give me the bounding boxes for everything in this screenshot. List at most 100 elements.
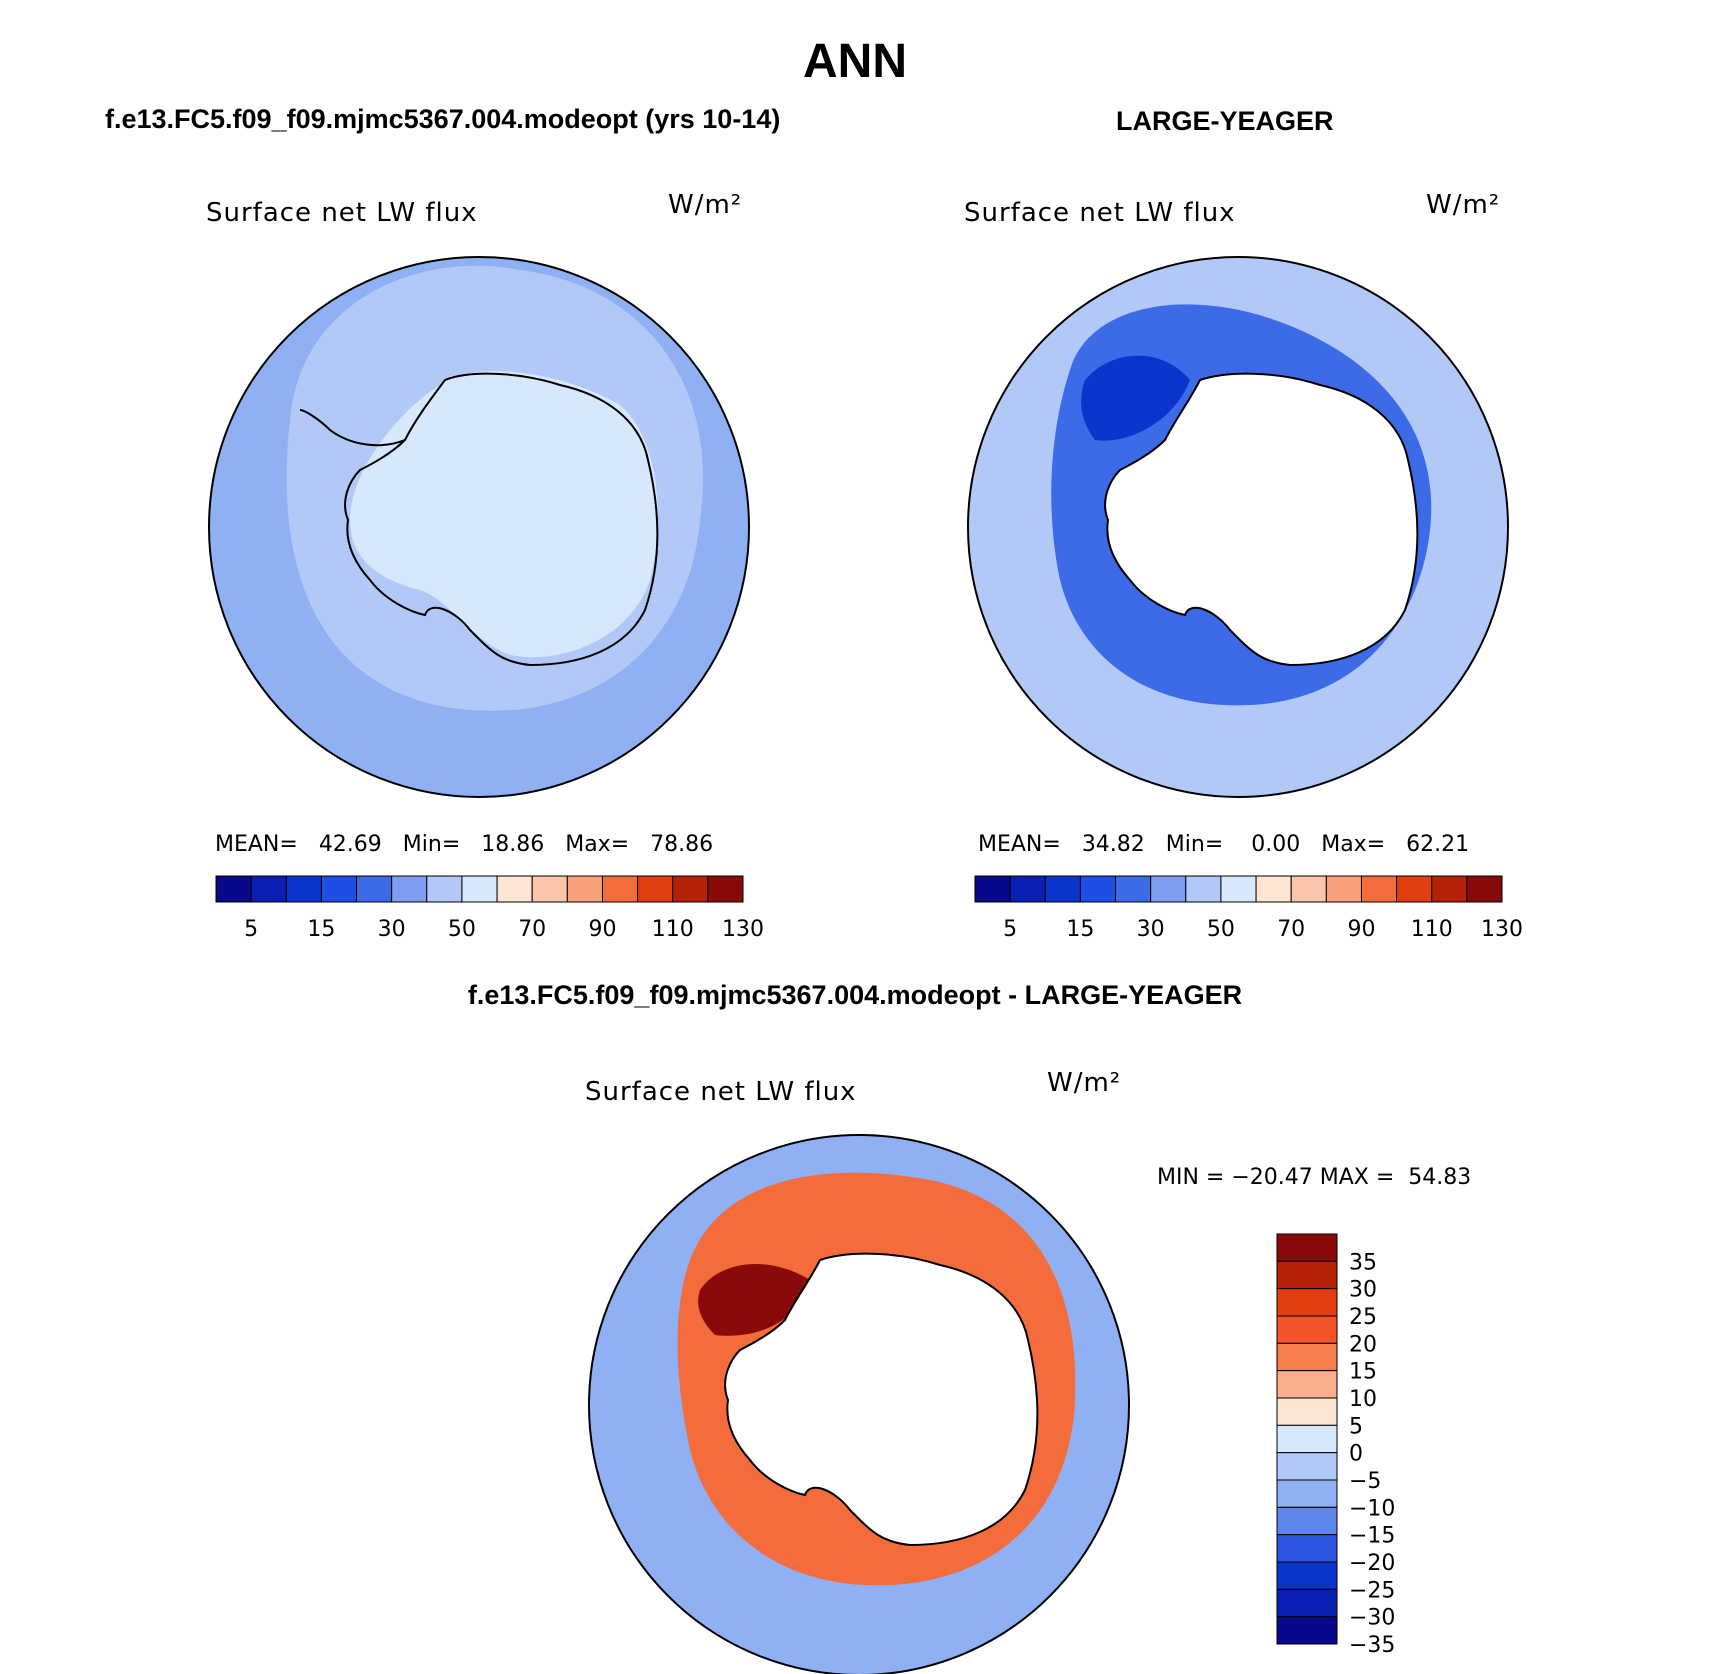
model-min-value: 18.86 [481, 832, 545, 857]
model-colorbar-swatch [356, 875, 393, 903]
model-colorbar-swatch [496, 875, 533, 903]
model-max-value: 78.86 [650, 832, 714, 857]
model-min-label: Min= [402, 832, 461, 857]
diff-colorbar-swatch [1276, 1534, 1338, 1563]
obs-stats: MEAN= 34.82 Min= 0.00 Max= 62.21 [978, 832, 1469, 857]
obs-colorbar-swatch [1360, 875, 1398, 903]
diff-colorbar-swatch [1276, 1342, 1338, 1372]
obs-colorbar-tick-label: 130 [1481, 917, 1523, 942]
diff-colorbar-tick-label: 5 [1349, 1414, 1363, 1439]
obs-colorbar-swatch [1325, 875, 1362, 903]
diff-colorbar-swatch [1276, 1397, 1338, 1426]
model-colorbar-swatch [707, 875, 744, 903]
diff-colorbar-tick-label: 15 [1349, 1360, 1377, 1385]
diff-colorbar-swatch [1276, 1424, 1338, 1454]
model-max-label: Max= [565, 832, 630, 857]
obs-colorbar-tick-label: 50 [1207, 917, 1235, 942]
model-units-label: W/m² [668, 190, 743, 220]
model-colorbar-tick-label: 70 [518, 917, 546, 942]
diff-colorbar-tick-label: 25 [1349, 1305, 1377, 1330]
obs-colorbar-swatch [1396, 875, 1433, 903]
diff-colorbar-swatch [1276, 1233, 1338, 1262]
model-panel-header: f.e13.FC5.f09_f09.mjmc5367.004.modeopt (… [105, 104, 781, 134]
diff-colorbar-swatch [1276, 1588, 1338, 1618]
obs-colorbar-tick-label: 15 [1066, 917, 1094, 942]
obs-variable-label: Surface net LW flux [964, 198, 1236, 228]
obs-colorbar-swatch [1115, 875, 1152, 903]
obs-colorbar-swatch [1044, 875, 1081, 903]
diff-panel-header: f.e13.FC5.f09_f09.mjmc5367.004.modeopt -… [467, 980, 1243, 1010]
obs-colorbar-tick-label: 110 [1411, 917, 1453, 942]
obs-colorbar-swatch [1290, 875, 1327, 903]
diff-colorbar-tick-label: −20 [1349, 1551, 1395, 1576]
model-mean-value: 42.69 [318, 832, 382, 857]
model-colorbar-swatch [566, 875, 603, 903]
diff-map-warm-ring-dark [698, 1263, 810, 1336]
obs-map [968, 257, 1508, 797]
obs-units-label: W/m² [1426, 190, 1501, 220]
obs-panel-header: LARGE-YEAGER [1116, 106, 1334, 136]
model-colorbar-tick-label: 50 [448, 917, 476, 942]
model-map [209, 257, 749, 797]
diff-variable-label: Surface net LW flux [585, 1077, 857, 1107]
obs-mean-value: 34.82 [1081, 832, 1145, 857]
diff-colorbar-tick-label: 10 [1349, 1387, 1377, 1412]
obs-colorbar-swatch [1431, 875, 1468, 903]
obs-colorbar-tick-label: 90 [1347, 917, 1375, 942]
diff-colorbar-tick-label: −15 [1349, 1524, 1395, 1549]
diff-colorbar-swatch [1276, 1260, 1338, 1290]
obs-colorbar-swatch [1220, 875, 1257, 903]
model-colorbar-swatch [461, 875, 498, 903]
obs-colorbar-swatch [1466, 875, 1503, 903]
obs-map-land [1104, 372, 1419, 667]
model-colorbar-swatch [215, 875, 252, 903]
model-map-peninsula [299, 409, 406, 447]
diff-colorbar-tick-label: 35 [1349, 1250, 1377, 1275]
diff-colorbar-tick-label: −10 [1349, 1496, 1395, 1521]
model-mean-label: MEAN= [215, 832, 298, 857]
obs-min-value: 0.00 [1251, 832, 1301, 857]
obs-mean-label: MEAN= [978, 832, 1061, 857]
obs-colorbar-swatch [974, 875, 1011, 903]
model-variable-label: Surface net LW flux [206, 198, 478, 228]
diff-colorbar-swatch [1276, 1288, 1338, 1317]
model-colorbar-tick-label: 110 [652, 917, 694, 942]
diff-minmax: MIN = −20.47 MAX = 54.83 [1157, 1165, 1472, 1190]
diff-colorbar-tick-label: 30 [1349, 1278, 1377, 1303]
model-map-border [208, 256, 750, 798]
diff-colorbar-swatch [1276, 1370, 1338, 1399]
diff-units-label: W/m² [1047, 1068, 1122, 1098]
diff-colorbar-swatch [1276, 1479, 1338, 1508]
model-colorbar-swatch [320, 875, 358, 903]
diff-map-border [588, 1134, 1130, 1674]
diff-colorbar-tick-label: −5 [1349, 1469, 1381, 1494]
model-colorbar-swatch [637, 875, 674, 903]
obs-max-label: Max= [1321, 832, 1386, 857]
diff-map-land [724, 1252, 1039, 1547]
obs-colorbar-tick-label: 5 [1003, 917, 1017, 942]
diff-colorbar-tick-label: −25 [1349, 1578, 1395, 1603]
diff-map [589, 1135, 1129, 1674]
obs-colorbar: 5 15 30 50 70 90 110 130 [974, 875, 1523, 942]
diff-colorbar-tick-label: 0 [1349, 1442, 1363, 1467]
model-colorbar-swatch [601, 875, 639, 903]
model-colorbar-swatch [672, 875, 709, 903]
model-colorbar-tick-label: 90 [588, 917, 616, 942]
model-colorbar-tick-label: 15 [307, 917, 335, 942]
model-colorbar-tick-label: 30 [378, 917, 406, 942]
obs-colorbar-swatch [1150, 875, 1187, 903]
obs-colorbar-swatch [1255, 875, 1292, 903]
model-map-ice-shelf [350, 371, 658, 658]
obs-max-value: 62.21 [1406, 832, 1470, 857]
obs-colorbar-tick-label: 30 [1137, 917, 1165, 942]
obs-min-label: Min= [1165, 832, 1224, 857]
model-colorbar-swatch [531, 875, 568, 903]
diff-colorbar-swatch [1276, 1561, 1338, 1590]
diff-colorbar-tick-label: 20 [1349, 1332, 1377, 1357]
obs-map-border [967, 256, 1509, 798]
model-map-coastline [344, 372, 659, 667]
diff-colorbar-swatch [1276, 1315, 1338, 1344]
obs-colorbar-swatch [1009, 875, 1046, 903]
